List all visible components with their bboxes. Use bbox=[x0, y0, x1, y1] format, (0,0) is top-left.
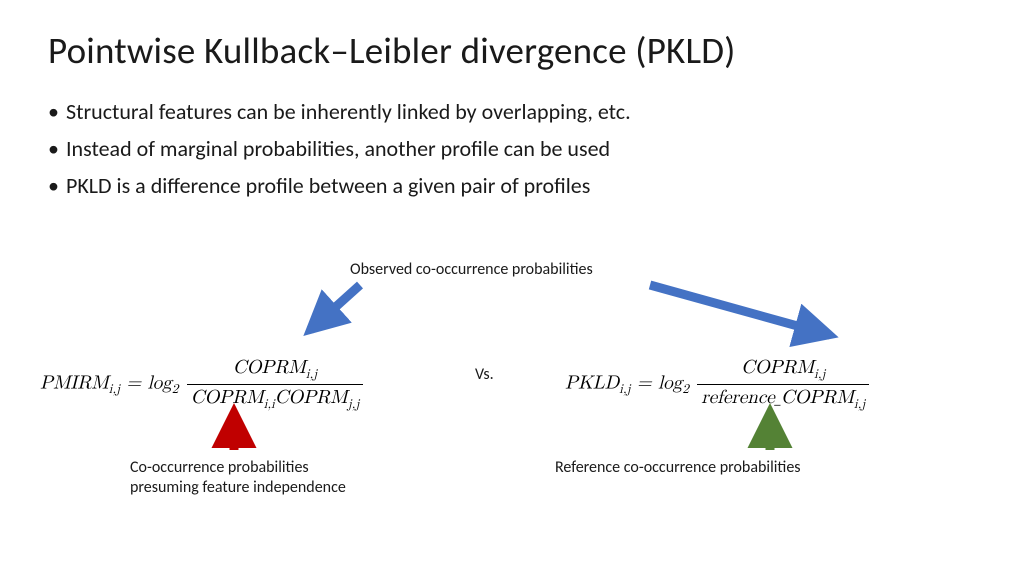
den2-sub: j,j bbox=[348, 397, 360, 411]
label-reference: Reference co-occurrence probabilities bbox=[555, 458, 801, 478]
den-sub: i,j bbox=[854, 397, 865, 411]
log-sub: 2 bbox=[682, 382, 689, 396]
label-independence: Co-occurrence probabilities presuming fe… bbox=[130, 458, 346, 498]
den1-sub: i,i bbox=[264, 397, 275, 411]
bullet-item: Structural features can be inherently li… bbox=[48, 95, 976, 128]
op: = log bbox=[126, 373, 171, 392]
vs-label: Vs. bbox=[475, 365, 494, 384]
op: = log bbox=[637, 373, 682, 392]
arrow-blue-right bbox=[650, 285, 830, 335]
den2: COPRM bbox=[275, 388, 348, 407]
den: reference_COPRM bbox=[701, 388, 854, 407]
slide: Pointwise Kullback–Leibler divergence (P… bbox=[0, 0, 1024, 576]
label-observed: Observed co-occurrence probabilities bbox=[350, 260, 593, 280]
formula-pkld: PKLDi,j = log2 COPRMi,j reference_COPRMi… bbox=[565, 356, 869, 413]
lhs: PMIRM bbox=[40, 373, 109, 392]
formula-pmirm: PMIRMi,j = log2 COPRMi,j COPRMi,iCOPRMj,… bbox=[40, 356, 363, 413]
lhs-sub: i,j bbox=[619, 382, 630, 396]
lhs: PKLD bbox=[565, 373, 619, 392]
num: COPRM bbox=[741, 358, 814, 377]
page-title: Pointwise Kullback–Leibler divergence (P… bbox=[48, 28, 976, 73]
bullet-item: PKLD is a difference profile between a g… bbox=[48, 169, 976, 202]
num: COPRM bbox=[233, 358, 306, 377]
num-sub: i,j bbox=[814, 367, 825, 381]
fraction: COPRMi,j COPRMi,iCOPRMj,j bbox=[187, 356, 364, 413]
arrow-blue-left bbox=[310, 285, 360, 330]
fraction: COPRMi,j reference_COPRMi,j bbox=[697, 356, 869, 413]
num-sub: i,j bbox=[306, 367, 317, 381]
lhs-sub: i,j bbox=[109, 382, 120, 396]
log-sub: 2 bbox=[172, 382, 179, 396]
den1: COPRM bbox=[191, 388, 264, 407]
bullet-item: Instead of marginal probabilities, anoth… bbox=[48, 132, 976, 165]
bullet-list: Structural features can be inherently li… bbox=[48, 95, 976, 202]
